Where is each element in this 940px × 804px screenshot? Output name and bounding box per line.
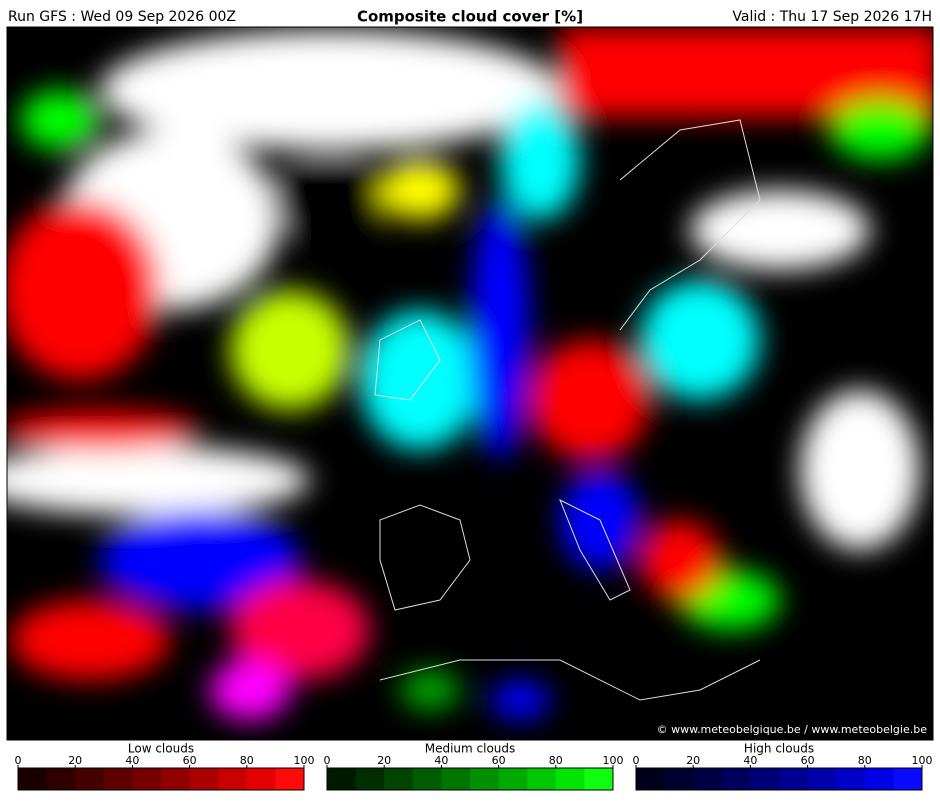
color-swatch: [693, 768, 723, 790]
tick-label: 80: [549, 754, 563, 767]
map: © www.meteobelgique.be / www.meteobelgie…: [7, 27, 933, 740]
color-swatch: [218, 768, 248, 790]
color-swatch: [470, 768, 500, 790]
color-swatch: [721, 768, 751, 790]
color-swatch: [46, 768, 76, 790]
color-swatch: [750, 768, 780, 790]
credit: © www.meteobelgique.be / www.meteobelgie…: [657, 723, 928, 736]
color-swatch: [441, 768, 471, 790]
legend-title: High clouds: [744, 742, 814, 756]
color-swatch: [103, 768, 133, 790]
title: Composite cloud cover [%]: [357, 8, 583, 26]
tick-label: 20: [68, 754, 82, 767]
tick-label: 60: [183, 754, 197, 767]
tick-label: 20: [686, 754, 700, 767]
color-swatch: [893, 768, 923, 790]
tick-label: 20: [377, 754, 391, 767]
run-label: Run GFS : Wed 09 Sep 2026 00Z: [8, 9, 236, 25]
color-swatch: [327, 768, 357, 790]
map-frame: [6, 26, 934, 741]
color-swatch: [246, 768, 276, 790]
tick-label: 0: [15, 754, 22, 767]
color-swatch: [584, 768, 614, 790]
tick-label: 60: [801, 754, 815, 767]
colorbar-frame: [17, 767, 305, 791]
colorbar-frame: [635, 767, 923, 791]
tick-label: 0: [324, 754, 331, 767]
tick-label: 100: [294, 754, 315, 767]
color-swatch: [807, 768, 837, 790]
valid-label: Valid : Thu 17 Sep 2026 17H: [732, 9, 932, 25]
color-swatch: [75, 768, 105, 790]
tick-label: 40: [743, 754, 757, 767]
color-swatch: [555, 768, 585, 790]
colorbar-frame: [326, 767, 614, 791]
tick-label: 100: [603, 754, 624, 767]
color-swatch: [355, 768, 385, 790]
color-swatch: [527, 768, 557, 790]
tick-label: 60: [492, 754, 506, 767]
color-swatch: [498, 768, 528, 790]
legends: Low clouds 0 20 40 60 80 100 Medium clouds 0 20 40…: [15, 742, 933, 791]
color-swatch: [836, 768, 866, 790]
color-swatch: [412, 768, 442, 790]
color-swatch: [18, 768, 48, 790]
color-swatch: [384, 768, 414, 790]
color-swatch: [275, 768, 305, 790]
tick-label: 0: [633, 754, 640, 767]
tick-label: 40: [125, 754, 139, 767]
tick-label: 80: [858, 754, 872, 767]
color-swatch: [132, 768, 162, 790]
color-swatch: [864, 768, 894, 790]
color-swatch: [161, 768, 191, 790]
legend-title: Medium clouds: [425, 742, 516, 756]
legend-title: Low clouds: [128, 742, 194, 756]
color-swatch: [779, 768, 809, 790]
color-swatch: [636, 768, 666, 790]
color-swatch: [189, 768, 219, 790]
tick-label: 100: [912, 754, 933, 767]
tick-label: 80: [240, 754, 254, 767]
tick-label: 40: [434, 754, 448, 767]
color-swatch: [664, 768, 694, 790]
